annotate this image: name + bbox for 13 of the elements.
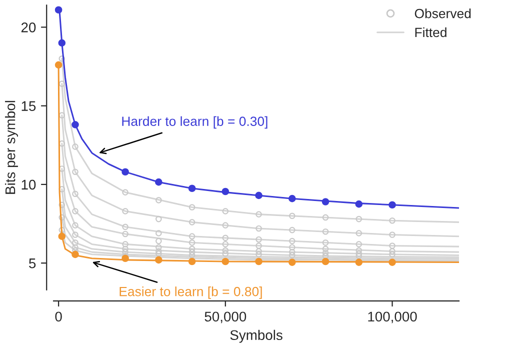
y-tick-label: 5 [29,258,36,268]
y-tick-label: 20 [21,22,36,32]
legend-label: Observed [414,8,471,18]
y-axis-title: Bits per symbol [5,100,18,194]
legend-label: Fitted [415,27,446,38]
y-tick-label: 15 [22,101,36,111]
x-axis-title: Symbols [230,330,282,343]
x-tick-label: 0 [55,312,62,322]
x-tick-label: 50,000 [204,312,246,324]
x-tick-label: 100,000 [368,312,417,324]
y-tick-label: 10 [22,180,36,190]
annotation: Easier to learn [b = 0.80] [120,286,262,299]
annotation: Harder to learn [b = 0.30] [122,116,268,129]
